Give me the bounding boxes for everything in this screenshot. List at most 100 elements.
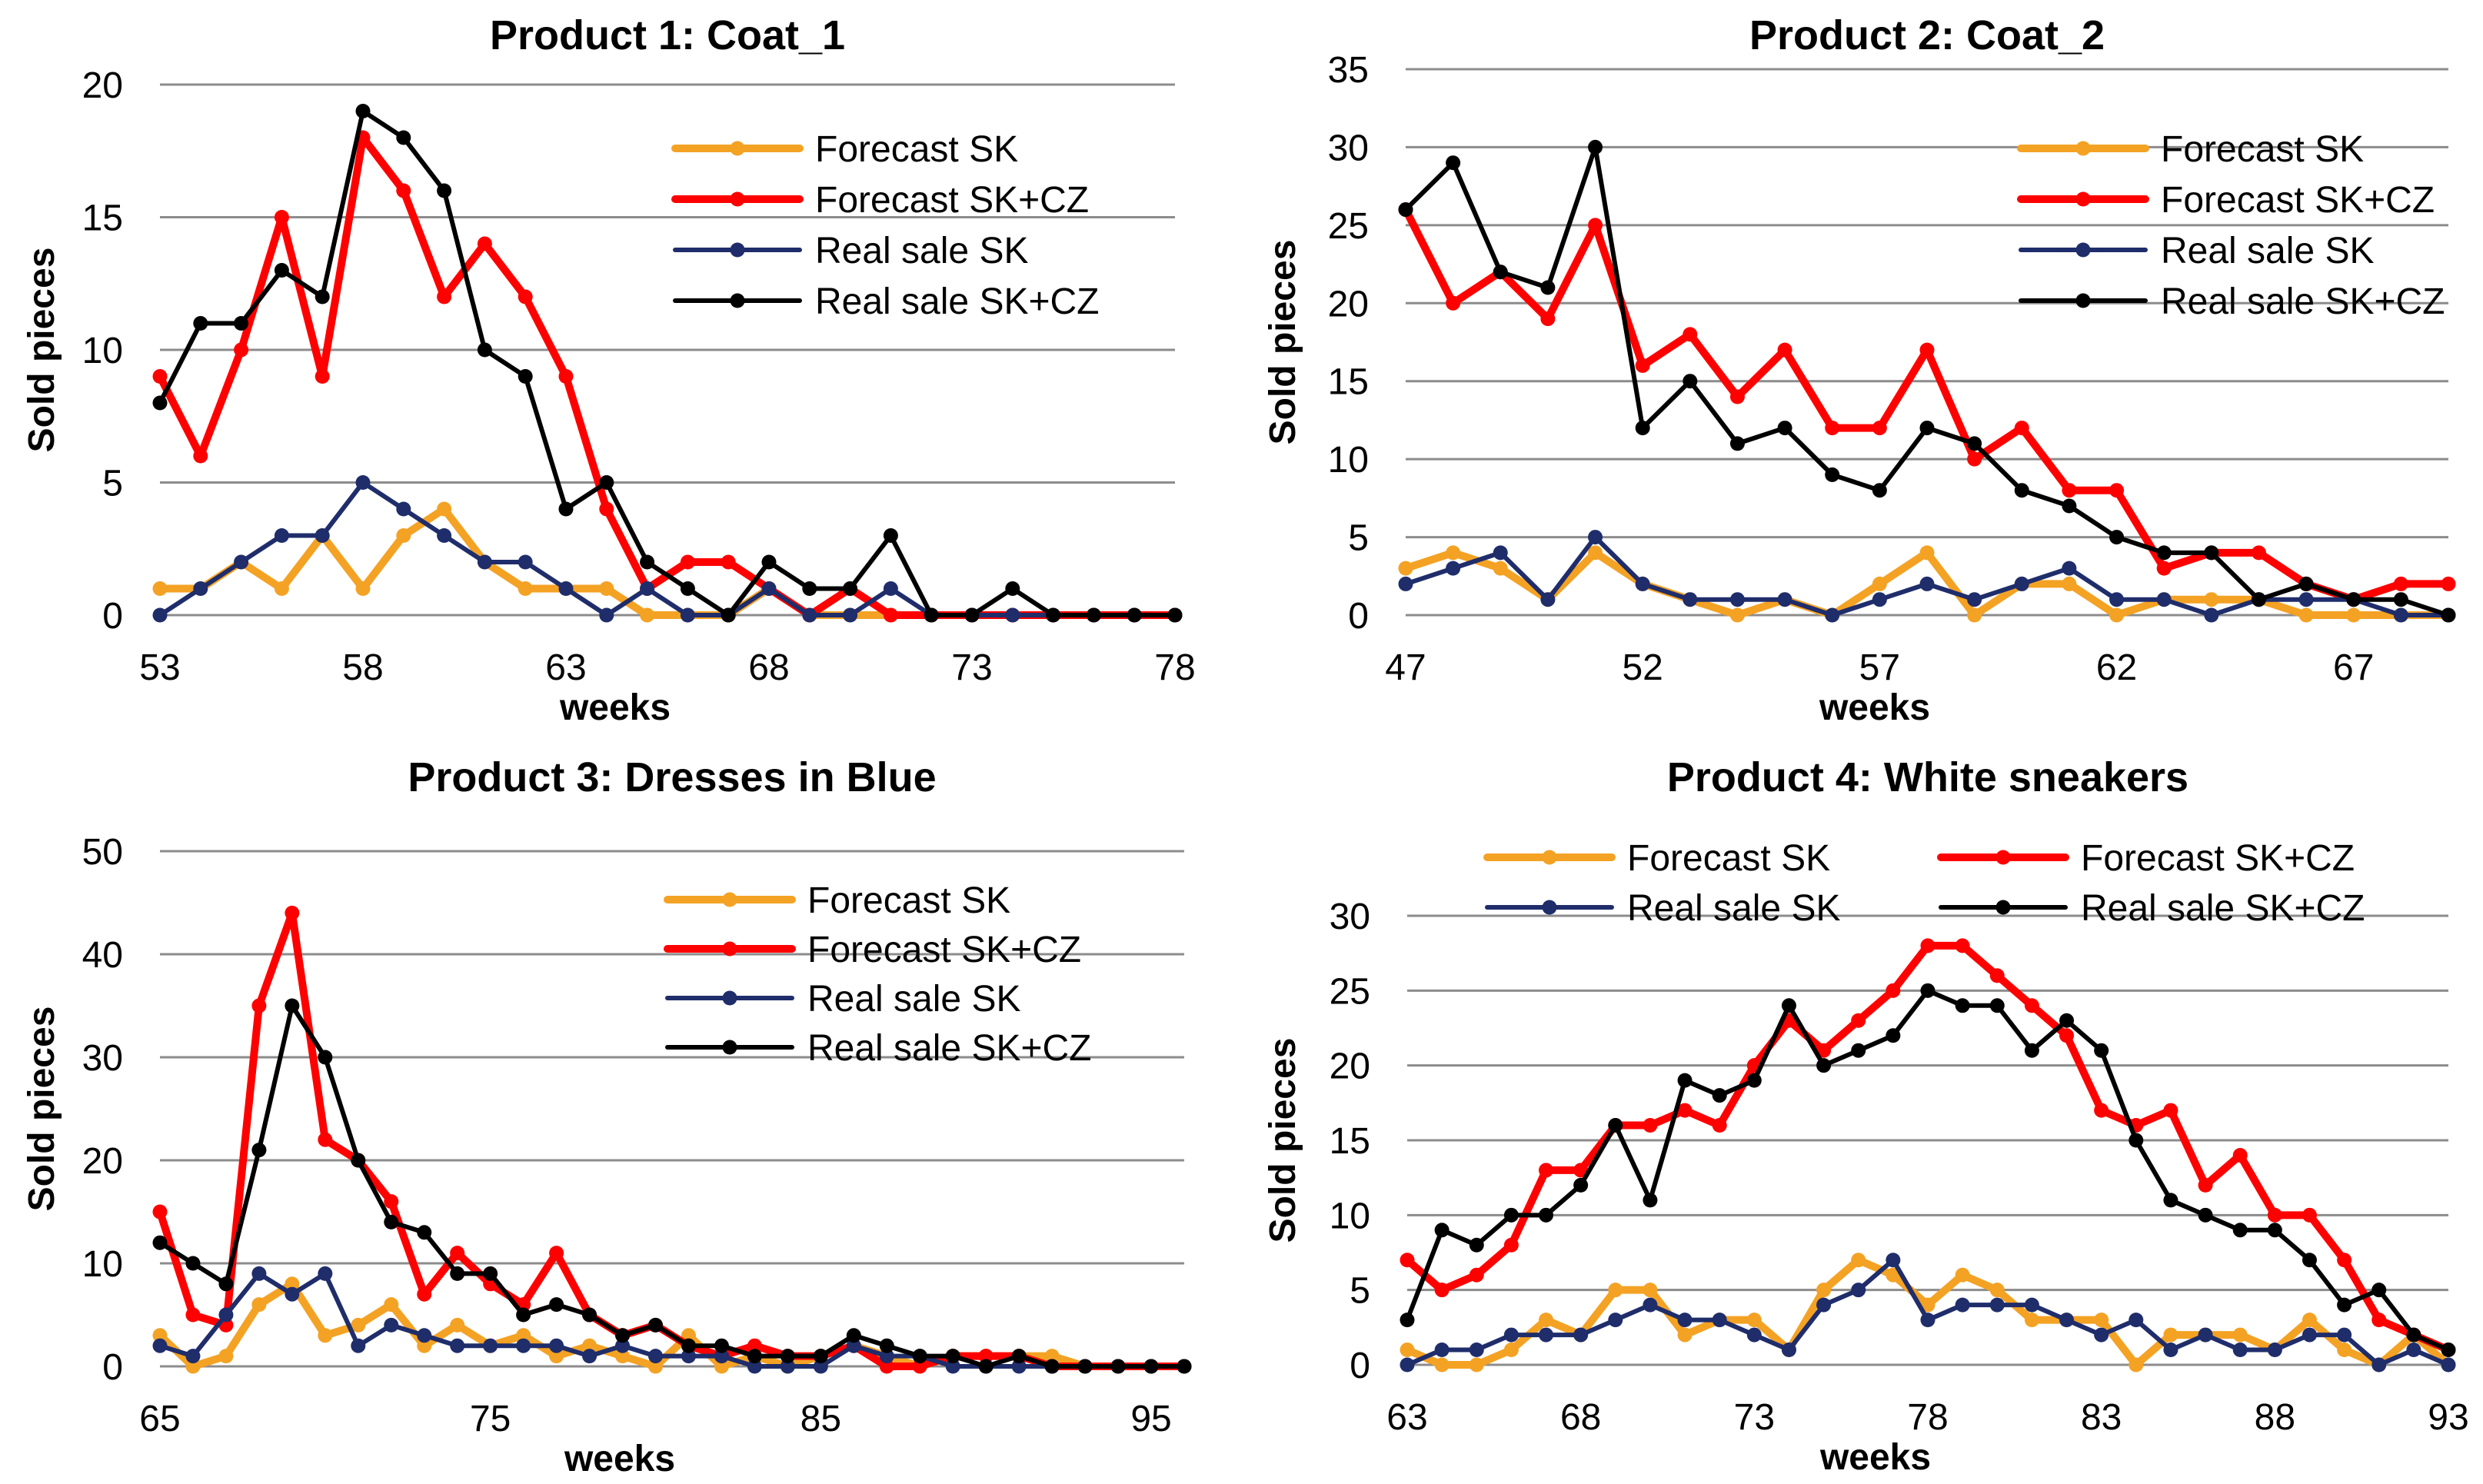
data-point-real-sale-sk-cz xyxy=(2024,1043,2039,1058)
data-point-real-sale-sk xyxy=(2302,1327,2317,1343)
data-point-real-sale-sk xyxy=(1446,561,1461,576)
legend-item-forecast-sk: Forecast SK xyxy=(2017,129,2364,170)
data-point-forecast-sk-cz xyxy=(680,554,695,570)
data-point-real-sale-sk-cz xyxy=(2267,1223,2282,1238)
legend: Forecast SK Forecast SK+CZ Real sale SK Rea… xyxy=(2017,129,2445,322)
data-point-real-sale-sk xyxy=(1540,592,1556,607)
data-point-real-sale-sk-cz xyxy=(437,183,452,198)
x-tick-label: 63 xyxy=(545,647,586,688)
data-point-real-sale-sk-cz xyxy=(1781,998,1796,1013)
data-point-real-sale-sk xyxy=(274,528,289,543)
data-point-real-sale-sk-cz xyxy=(1539,1207,1554,1223)
data-point-real-sale-sk-cz xyxy=(2302,1253,2317,1268)
x-tick-label: 73 xyxy=(951,647,992,688)
series-real-sale-sk-cz xyxy=(1398,139,2456,623)
legend-item-real-sale-sk: Real sale SK xyxy=(673,231,1028,271)
data-point-real-sale-sk-cz xyxy=(1777,421,1792,436)
legend-item-real-sale-sk: Real sale SK xyxy=(1485,888,1840,929)
data-point-real-sale-sk xyxy=(2024,1297,2039,1313)
legend-label: Real sale SK+CZ xyxy=(815,281,1100,322)
data-point-real-sale-sk-cz xyxy=(384,1214,399,1229)
data-point-real-sale-sk-cz xyxy=(1005,581,1020,596)
data-point-real-sale-sk xyxy=(1573,1327,1589,1343)
data-point-real-sale-sk xyxy=(1011,1359,1027,1374)
data-point-real-sale-sk-cz xyxy=(2232,1223,2248,1238)
data-point-forecast-sk-cz xyxy=(234,342,249,358)
data-point-forecast-sk xyxy=(351,1317,366,1333)
data-point-real-sale-sk xyxy=(1493,545,1508,561)
legend-label: Forecast SK+CZ xyxy=(807,930,1081,970)
data-point-real-sale-sk-cz xyxy=(1683,374,1698,389)
data-point-real-sale-sk xyxy=(2441,1357,2456,1373)
data-point-real-sale-sk-cz xyxy=(2346,592,2362,607)
data-point-forecast-sk-cz xyxy=(1588,218,1603,233)
data-point-real-sale-sk xyxy=(761,581,777,596)
data-point-forecast-sk xyxy=(1608,1283,1623,1298)
data-point-real-sale-sk-cz xyxy=(477,342,492,358)
data-point-real-sale-sk xyxy=(2204,607,2219,623)
data-point-forecast-sk xyxy=(318,1328,333,1343)
series-line-forecast-sk xyxy=(1403,1256,2452,1369)
data-point-forecast-sk xyxy=(518,581,533,596)
y-tick-label: 50 xyxy=(82,832,123,873)
data-point-real-sale-sk xyxy=(477,554,492,570)
x-tick-label: 68 xyxy=(1560,1397,1601,1438)
data-point-real-sale-sk-cz xyxy=(558,501,574,517)
data-point-forecast-sk xyxy=(2094,1313,2109,1328)
data-point-forecast-sk xyxy=(2346,607,2362,623)
data-point-forecast-sk xyxy=(1919,545,1935,561)
data-point-forecast-sk xyxy=(2163,1327,2178,1343)
data-point-real-sale-sk-cz xyxy=(1573,1177,1589,1193)
data-point-forecast-sk xyxy=(218,1349,234,1364)
x-axis-label: weeks xyxy=(1819,1437,1931,1478)
x-tick-label: 52 xyxy=(1622,647,1663,688)
data-point-forecast-sk xyxy=(1816,1283,1832,1298)
data-point-real-sale-sk-cz xyxy=(1503,1207,1519,1223)
series-real-sale-sk xyxy=(1400,1253,2456,1373)
data-point-real-sale-sk-cz xyxy=(2406,1327,2421,1343)
data-point-forecast-sk-cz xyxy=(1540,311,1556,327)
data-point-forecast-sk-cz xyxy=(384,1194,399,1209)
legend-marker xyxy=(722,941,737,957)
series-line-real-sale-sk xyxy=(1405,1257,2451,1367)
data-point-forecast-sk-cz xyxy=(185,1307,201,1323)
data-point-real-sale-sk xyxy=(2059,1313,2075,1328)
data-point-real-sale-sk-cz xyxy=(1469,1237,1484,1253)
data-point-real-sale-sk xyxy=(2198,1327,2213,1343)
data-point-forecast-sk xyxy=(1989,1283,2005,1298)
legend-item-forecast-sk-cz: Forecast SK+CZ xyxy=(2017,180,2435,221)
data-point-forecast-sk xyxy=(582,1338,597,1353)
x-tick-label: 62 xyxy=(2096,647,2137,688)
legend-marker xyxy=(730,293,745,308)
y-tick-label: 20 xyxy=(1330,1046,1370,1087)
data-point-real-sale-sk xyxy=(2393,607,2408,623)
data-point-real-sale-sk-cz xyxy=(1143,1359,1159,1374)
data-point-real-sale-sk-cz xyxy=(780,1349,795,1364)
data-point-real-sale-sk xyxy=(396,501,411,517)
data-point-real-sale-sk xyxy=(582,1349,597,1364)
data-point-forecast-sk-cz xyxy=(1400,1253,1415,1268)
legend-marker xyxy=(730,191,745,207)
data-point-forecast-sk-cz xyxy=(2198,1177,2213,1193)
data-point-real-sale-sk-cz xyxy=(1816,1058,1832,1073)
data-point-real-sale-sk xyxy=(640,581,655,596)
series-line-forecast-sk-cz xyxy=(156,909,1188,1370)
legend-item-forecast-sk: Forecast SK xyxy=(671,129,1018,170)
data-point-forecast-sk xyxy=(516,1328,531,1343)
data-point-real-sale-sk xyxy=(549,1338,564,1353)
data-point-forecast-sk-cz xyxy=(1989,968,2005,983)
data-point-real-sale-sk xyxy=(1746,1327,1762,1343)
data-point-real-sale-sk xyxy=(218,1307,234,1323)
series-forecast-sk-cz xyxy=(1400,938,2456,1358)
data-point-forecast-sk-cz xyxy=(2267,1207,2282,1223)
data-point-real-sale-sk xyxy=(2062,561,2077,576)
series-real-sale-sk-cz xyxy=(152,998,1192,1374)
data-point-forecast-sk-cz xyxy=(1635,358,1650,373)
data-point-forecast-sk xyxy=(1886,1267,1901,1283)
data-point-real-sale-sk-cz xyxy=(615,1328,631,1343)
data-point-forecast-sk-cz xyxy=(1851,1013,1866,1028)
data-point-forecast-sk-cz xyxy=(396,183,411,198)
y-tick-label: 20 xyxy=(82,1141,123,1182)
data-point-real-sale-sk-cz xyxy=(912,1349,927,1364)
data-point-forecast-sk xyxy=(2337,1343,2352,1358)
